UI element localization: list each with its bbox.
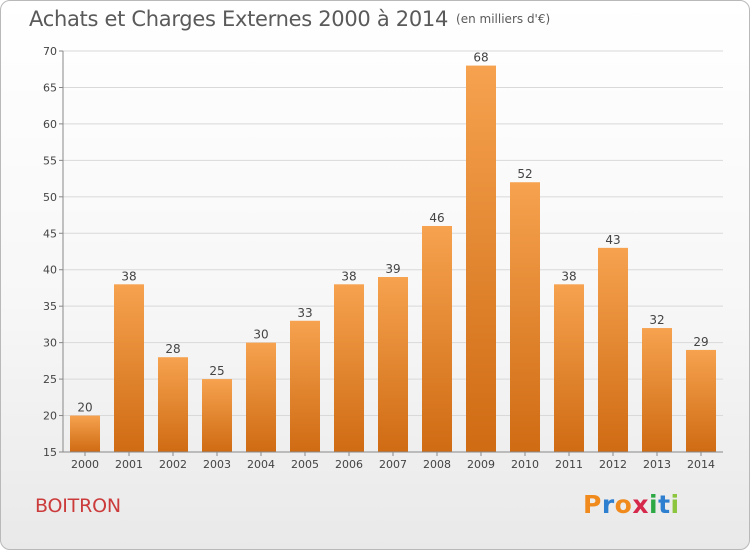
chart-unit: (en milliers d'€) (456, 12, 551, 26)
x-tick-label: 2003 (203, 458, 231, 471)
bar (334, 284, 364, 452)
y-tick-label: 50 (43, 191, 57, 204)
bar (114, 284, 144, 452)
bar (70, 415, 100, 452)
logo-letter: i (649, 490, 659, 519)
x-tick-label: 2006 (335, 458, 363, 471)
bar-value-label: 20 (77, 401, 92, 415)
bar-value-label: 28 (165, 342, 180, 356)
x-tick-label: 2001 (115, 458, 143, 471)
chart-title: Achats et Charges Externes 2000 à 2014 (29, 7, 449, 31)
x-tick-label: 2009 (467, 458, 495, 471)
x-tick-label: 2014 (687, 458, 715, 471)
labels: 15 20 25 30 35 40 45 50 55 60 65 70 20 2000 38 2001 28 20… (43, 45, 715, 471)
logo-letter: o (614, 490, 633, 519)
bar (598, 247, 628, 452)
x-tick-label: 2011 (555, 458, 583, 471)
x-tick-label: 2002 (159, 458, 187, 471)
y-tick-label: 40 (43, 264, 57, 277)
logo-letter: i (670, 490, 680, 519)
bar (378, 277, 408, 452)
x-tick-label: 2004 (247, 458, 275, 471)
x-tick-label: 2010 (511, 458, 539, 471)
x-tick-label: 2007 (379, 458, 407, 471)
bar-value-label: 30 (253, 328, 268, 342)
y-tick-label: 45 (43, 227, 57, 240)
proxiti-logo: Proxiti (583, 490, 680, 519)
bar (466, 65, 496, 452)
chart-title-block: Achats et Charges Externes 2000 à 2014 (e… (29, 7, 550, 31)
bar (686, 349, 716, 452)
x-tick-label: 2005 (291, 458, 319, 471)
bar (554, 284, 584, 452)
bar-value-label: 33 (297, 306, 312, 320)
bar-value-label: 32 (649, 313, 664, 327)
y-tick-label: 35 (43, 300, 57, 313)
bar (290, 320, 320, 452)
bar-value-label: 46 (429, 211, 444, 225)
bars (70, 65, 716, 452)
y-tick-label: 55 (43, 154, 57, 167)
bar (246, 342, 276, 452)
bar-value-label: 43 (605, 233, 620, 247)
bar-value-label: 25 (209, 364, 224, 378)
bar-value-label: 68 (473, 51, 488, 65)
y-tick-label: 65 (43, 81, 57, 94)
bar-value-label: 52 (517, 167, 532, 181)
y-tick-label: 20 (43, 410, 57, 423)
logo-letter: x (632, 490, 649, 519)
x-tick-label: 2008 (423, 458, 451, 471)
bar-value-label: 38 (121, 269, 136, 283)
axes (59, 50, 723, 456)
commune-name: BOITRON (35, 495, 121, 517)
bar-value-label: 38 (341, 269, 356, 283)
x-tick-label: 2000 (71, 458, 99, 471)
y-tick-label: 25 (43, 373, 57, 386)
logo-letter: r (601, 490, 615, 519)
x-tick-label: 2012 (599, 458, 627, 471)
y-tick-label: 15 (43, 446, 57, 459)
bar (158, 357, 188, 452)
bar (202, 379, 232, 452)
y-tick-label: 60 (43, 118, 57, 131)
bar-value-label: 39 (385, 262, 400, 276)
y-tick-label: 70 (43, 45, 57, 58)
bar (510, 182, 540, 452)
bar (642, 328, 672, 452)
bar-value-label: 29 (693, 335, 708, 349)
y-tick-label: 30 (43, 337, 57, 350)
x-tick-label: 2013 (643, 458, 671, 471)
bar (422, 225, 452, 452)
bar-value-label: 38 (561, 269, 576, 283)
logo-letter: P (583, 490, 602, 519)
logo-letter: t (658, 490, 671, 519)
